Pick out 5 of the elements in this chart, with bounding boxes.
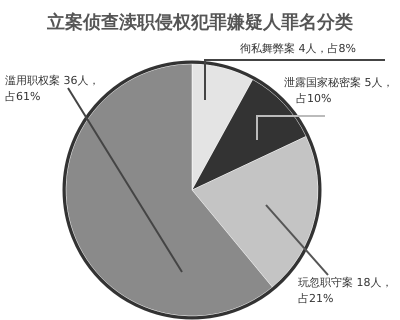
slice-label: 滥用职权案 36人，占61% xyxy=(5,74,100,103)
chart-title: 立案侦查渎职侵权犯罪嫌疑人罪名分类 xyxy=(46,12,353,33)
slice-label: 泄露国家秘密案 5人，占10% xyxy=(284,76,394,105)
slice-label: 徇私舞弊案 4人，占8% xyxy=(240,42,356,55)
slice-label: 玩忽职守案 18人，占21% xyxy=(298,276,392,305)
